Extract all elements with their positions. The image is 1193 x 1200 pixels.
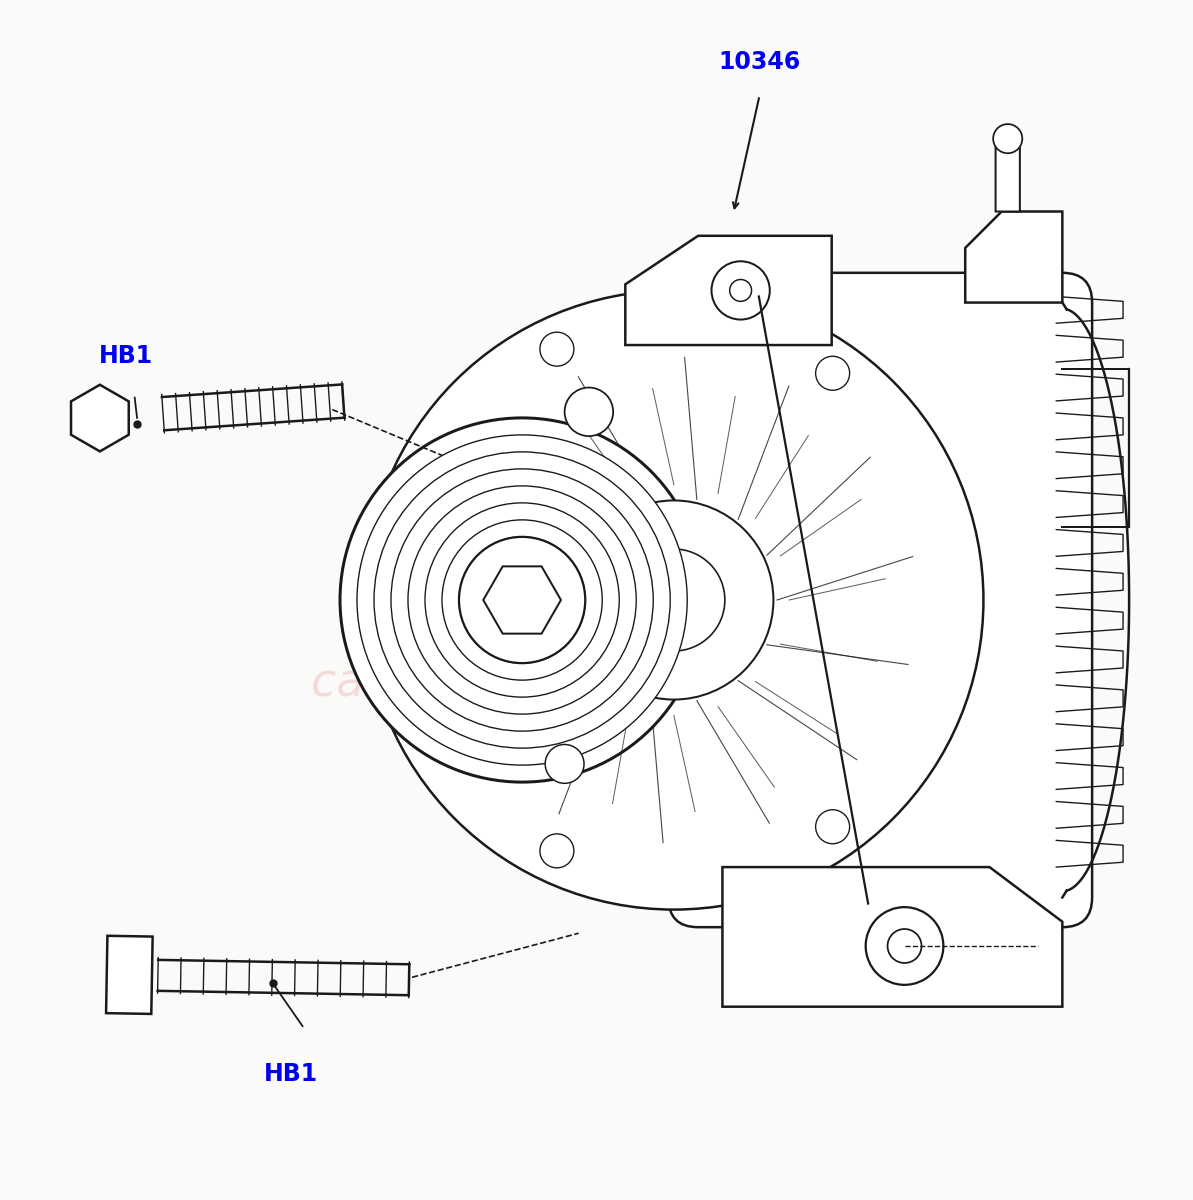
Circle shape	[730, 280, 752, 301]
Circle shape	[459, 536, 586, 664]
Circle shape	[441, 520, 602, 680]
Circle shape	[391, 469, 654, 731]
Circle shape	[381, 559, 415, 593]
Text: car parts: car parts	[311, 661, 515, 706]
Circle shape	[623, 550, 725, 650]
Circle shape	[866, 907, 944, 985]
Circle shape	[993, 124, 1022, 154]
Circle shape	[574, 500, 773, 700]
Circle shape	[408, 486, 636, 714]
Polygon shape	[723, 868, 1062, 1007]
Circle shape	[364, 290, 983, 910]
Circle shape	[888, 929, 921, 962]
Circle shape	[816, 356, 849, 390]
Text: 10346: 10346	[718, 50, 801, 74]
FancyBboxPatch shape	[668, 272, 1092, 928]
Polygon shape	[106, 936, 153, 1014]
Circle shape	[425, 503, 619, 697]
Circle shape	[564, 388, 613, 436]
Text: HB1: HB1	[99, 344, 153, 368]
Circle shape	[545, 744, 585, 784]
Circle shape	[540, 332, 574, 366]
Polygon shape	[483, 566, 561, 634]
Text: HB1: HB1	[264, 1062, 317, 1086]
Polygon shape	[625, 235, 832, 346]
Polygon shape	[72, 385, 129, 451]
Circle shape	[357, 434, 687, 766]
Circle shape	[816, 810, 849, 844]
Circle shape	[340, 418, 704, 782]
Text: scuderia: scuderia	[394, 523, 867, 630]
Polygon shape	[996, 126, 1020, 211]
Polygon shape	[965, 211, 1062, 302]
Circle shape	[373, 452, 670, 748]
Circle shape	[459, 536, 586, 664]
Circle shape	[540, 834, 574, 868]
Circle shape	[711, 262, 769, 319]
